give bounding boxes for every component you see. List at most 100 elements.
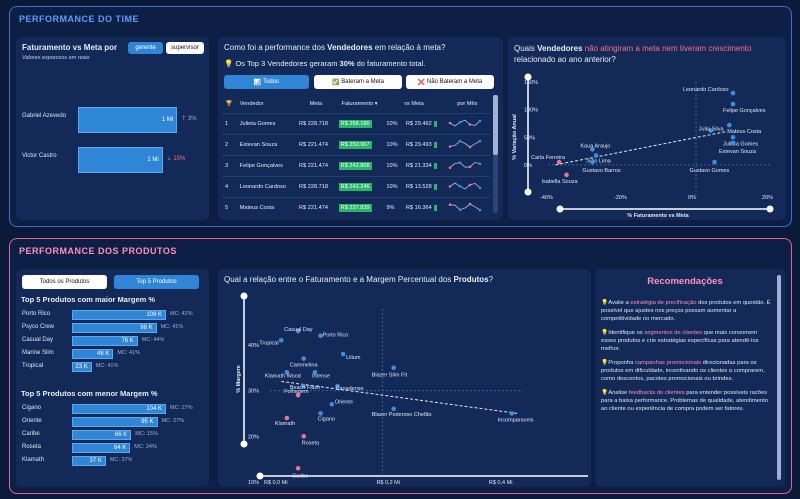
tab-bateram-meta[interactable]: ✅ Bateram a Meta <box>314 75 402 89</box>
low-margin-title: Top 5 Produtos com menor Margem % <box>21 389 158 398</box>
monthly-sparkline <box>445 134 490 155</box>
seller-point[interactable] <box>590 159 595 165</box>
product-point[interactable] <box>301 433 307 439</box>
table-row[interactable]: 5 Mateus Costa R$ 221.474 R$ 237.839 9% R$ 16… <box>222 197 490 218</box>
tab-todos[interactable]: 📊 Todos <box>224 75 309 89</box>
tab-nao-bateram-meta[interactable]: ❌ Não Bateram a Meta <box>406 75 494 89</box>
seller-point[interactable] <box>564 172 569 178</box>
product-point[interactable] <box>284 369 290 375</box>
sparkline-point <box>448 203 451 206</box>
sparkline-point <box>448 121 451 124</box>
monthly-sparkline <box>445 155 490 176</box>
product-point-label: Klamath Wood <box>265 373 301 379</box>
col-faturamento[interactable]: Faturamento ▾ <box>341 100 378 107</box>
product-bar-value: 76 K <box>121 338 134 344</box>
product-bar[interactable]: 109 K <box>72 310 166 320</box>
table-row[interactable]: 4 Leonardo Cardoso R$ 228.718 R$ 242.246 10%… <box>222 176 490 197</box>
sparkline-point <box>478 208 481 212</box>
sparkline-point <box>468 183 471 186</box>
sellers-table: 🏆 Vendedor Meta Faturamento ▾ vs Meta po… <box>222 95 490 218</box>
product-point[interactable] <box>301 356 307 361</box>
seller-point-label: Kaua Araujo <box>580 143 610 149</box>
y-axis-label: % Variação Anual <box>512 114 518 160</box>
table-row[interactable]: 1 Julieta Gomes R$ 228.718 R$ 258.180 10% R$ … <box>222 113 490 134</box>
seller-point[interactable] <box>730 140 736 146</box>
product-bar[interactable]: 98 K <box>72 323 157 333</box>
product-point[interactable] <box>284 415 290 421</box>
recommendation-item: 💡Proponha campanhas promocionais direcio… <box>601 360 765 382</box>
product-point[interactable] <box>329 401 335 407</box>
top5-products-button[interactable]: Top 5 Produtos <box>114 275 199 289</box>
sparkline-path <box>449 161 480 168</box>
table-scrollbar[interactable] <box>493 95 498 213</box>
product-point[interactable] <box>312 369 318 375</box>
product-point[interactable] <box>301 383 307 389</box>
product-point-label: Tropical <box>259 340 278 346</box>
product-point-label: Cigano <box>318 416 335 422</box>
product-point-label: Caribe <box>292 473 308 479</box>
seller-point[interactable] <box>730 134 736 140</box>
product-point[interactable] <box>335 383 340 389</box>
col-vendedor[interactable]: Vendedor <box>239 100 264 107</box>
product-point[interactable] <box>391 406 396 412</box>
product-point[interactable] <box>391 365 396 371</box>
seller-point[interactable] <box>730 101 736 107</box>
table-row[interactable]: 3 Felipe Gonçalves R$ 221.474 R$ 242.808 10%… <box>222 155 490 176</box>
product-bar-value: 95 K <box>141 419 154 425</box>
product-point[interactable] <box>295 392 301 398</box>
product-bar[interactable]: 37 K <box>72 456 106 466</box>
product-point[interactable] <box>278 337 284 343</box>
x-axis-label: % Faturamento vs Meta <box>627 213 689 219</box>
product-bar[interactable]: 95 K <box>72 417 158 427</box>
col-por-mes[interactable]: por Mês <box>457 100 478 107</box>
seller-point[interactable] <box>593 153 599 158</box>
y-range-slider-handle <box>240 292 248 300</box>
x-tick-label: 0% <box>688 195 696 201</box>
seller-point-label: Felipe Gonçalves <box>723 108 766 114</box>
supervisor-button[interactable]: supervisor <box>166 42 204 54</box>
seller-point[interactable] <box>590 147 595 152</box>
y-range-slider-handle <box>240 440 248 448</box>
all-products-button[interactable]: Todos os Produtos <box>22 275 107 289</box>
seller-point[interactable] <box>712 159 717 165</box>
product-bar[interactable]: 64 K <box>72 443 131 453</box>
vs-meta-cell: R$ 16.364 <box>403 197 445 218</box>
x-range-slider-handle <box>556 205 564 213</box>
col-vs-meta[interactable]: vs Meta <box>404 100 424 107</box>
seller-point[interactable] <box>730 90 736 96</box>
product-bar[interactable]: 66 K <box>72 430 132 440</box>
product-name: Casual Day <box>22 337 54 343</box>
sparkline-point <box>448 184 451 188</box>
col-meta[interactable]: Meta <box>309 100 323 107</box>
lightbulb-icon: 💡 <box>601 300 609 306</box>
x-tick-label: R$ 0,2 Mi <box>376 480 400 486</box>
top-margin-title: Top 5 Produtos com maior Margem % <box>21 295 156 304</box>
table-row[interactable]: 2 Estevan Souza R$ 221.474 R$ 250.967 10% R$ … <box>222 134 490 155</box>
product-bar[interactable]: 23 K <box>72 362 92 372</box>
product-point[interactable] <box>295 328 301 334</box>
product-bar-value: 104 K <box>146 406 162 412</box>
revenue-bar[interactable]: 1 Mi <box>78 107 178 133</box>
y-tick-label: 30% <box>248 389 259 395</box>
product-point[interactable] <box>318 411 323 416</box>
seller-point-label: Julieta Gomes <box>723 141 758 147</box>
trend-up-icon: ⇡ <box>181 116 188 122</box>
product-point-label: Canadense <box>335 386 363 392</box>
product-name: Oriente <box>22 418 42 424</box>
product-bar[interactable]: 104 K <box>72 404 166 414</box>
revenue-bar[interactable]: 1 Mi <box>78 147 163 173</box>
seller-point[interactable] <box>727 122 732 128</box>
gerente-button[interactable]: gerente <box>128 42 163 54</box>
y-tick-label: 10% <box>248 480 259 486</box>
product-bar[interactable]: 76 K <box>72 336 138 346</box>
product-point[interactable] <box>295 465 301 471</box>
seller-name-cell: Mateus Costa <box>239 204 275 211</box>
product-bar[interactable]: 48 K <box>72 349 114 359</box>
recommendations-scrollbar[interactable] <box>777 275 781 480</box>
monthly-sparkline <box>445 176 490 197</box>
seller-point[interactable] <box>556 159 562 165</box>
product-point[interactable] <box>509 411 515 416</box>
product-point[interactable] <box>340 351 346 357</box>
seller-point[interactable] <box>708 128 714 133</box>
product-point[interactable] <box>318 333 323 339</box>
